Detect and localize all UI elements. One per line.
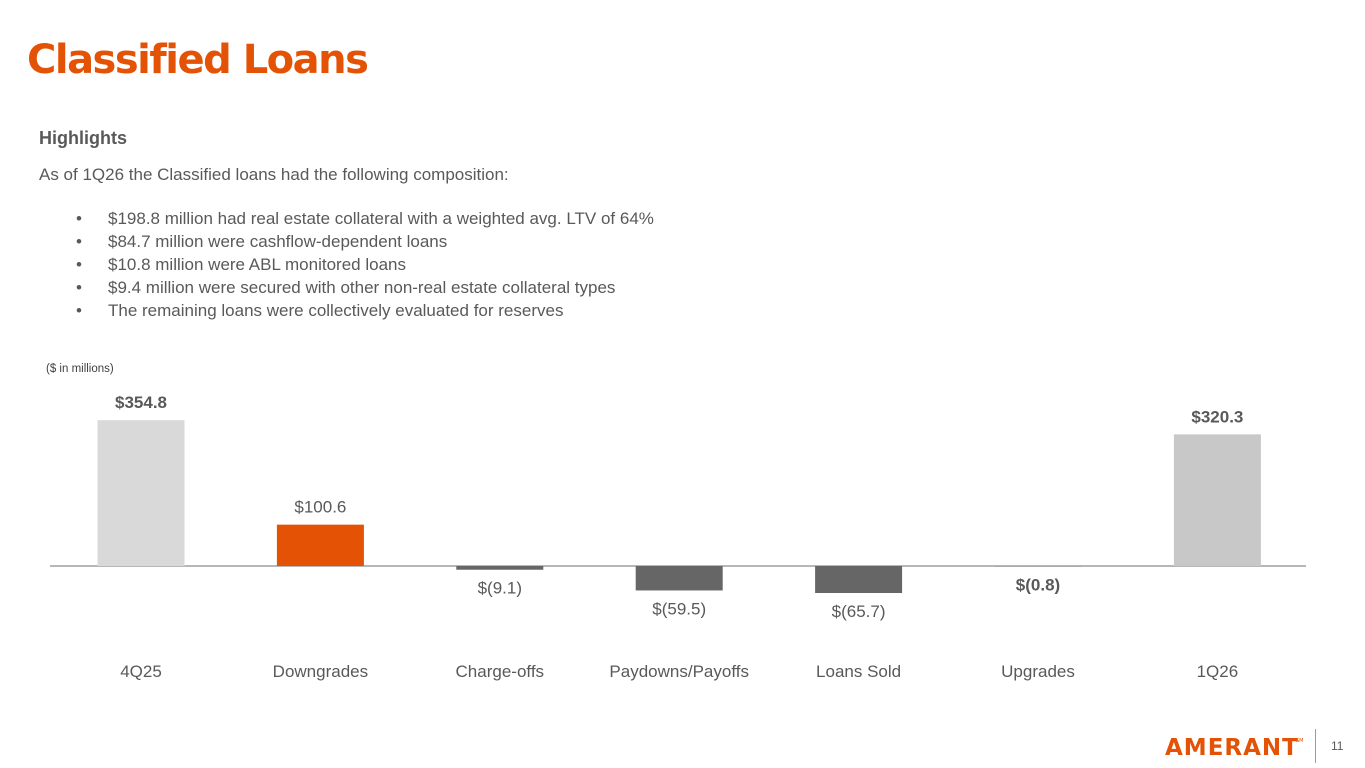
category-label: Downgrades <box>273 662 368 681</box>
data-label: $100.6 <box>294 498 346 517</box>
page-title: Classified Loans <box>27 37 369 83</box>
logo-wordmark: AMERANT <box>1165 735 1299 759</box>
bar-downgrades <box>276 524 364 566</box>
category-label: 4Q25 <box>120 662 162 681</box>
bullet-dot: • <box>76 301 82 320</box>
category-label: Loans Sold <box>816 662 901 681</box>
chart-units-note: ($ in millions) <box>46 363 114 375</box>
amerant-logo: AMERANT SM <box>1165 735 1304 759</box>
bullet-item: • $10.8 million were ABL monitored loans <box>39 253 654 276</box>
data-label: $320.3 <box>1191 407 1243 426</box>
category-label: Paydowns/Payoffs <box>609 662 749 681</box>
bullet-dot: • <box>76 232 82 251</box>
bullet-item: • $198.8 million had real estate collater… <box>39 207 654 230</box>
bullet-text: $84.7 million were cashflow-dependent lo… <box>108 232 448 251</box>
bullet-dot: • <box>76 255 82 274</box>
bullet-text: $9.4 million were secured with other non… <box>108 278 616 297</box>
data-label: $(59.5) <box>652 599 706 618</box>
page-number: 11 <box>1331 739 1344 753</box>
bullet-text: $10.8 million were ABL monitored loans <box>108 255 406 274</box>
bullet-item: • $84.7 million were cashflow-dependent l… <box>39 230 654 253</box>
data-label: $(9.1) <box>478 579 522 598</box>
data-label: $354.8 <box>115 393 167 412</box>
bar-paydowns-payoffs <box>635 566 723 591</box>
bar-1q26 <box>1173 434 1261 566</box>
bar-loans-sold <box>815 566 903 594</box>
category-label: Charge-offs <box>456 662 545 681</box>
highlights-heading: Highlights <box>39 128 127 148</box>
category-label: Upgrades <box>1001 662 1075 681</box>
waterfall-chart: $354.8 4Q25 $100.6 Downgrades $(9.1) Charge-o… <box>50 393 1306 681</box>
bullet-text: The remaining loans were collectively ev… <box>108 301 564 320</box>
category-label: 1Q26 <box>1197 662 1239 681</box>
data-label: $(65.7) <box>832 602 886 621</box>
bullet-dot: • <box>76 278 82 297</box>
footer-divider <box>1315 729 1316 763</box>
data-label: $(0.8) <box>1016 575 1060 594</box>
highlights-list: • $198.8 million had real estate collater… <box>39 207 654 322</box>
bullet-dot: • <box>76 209 82 228</box>
highlights-intro: As of 1Q26 the Classified loans had the … <box>39 165 509 184</box>
bullet-text: $198.8 million had real estate collatera… <box>108 209 654 228</box>
bar-charge-offs <box>456 566 544 570</box>
logo-trademark: SM <box>1296 738 1304 744</box>
bar-4q25 <box>97 420 185 566</box>
bullet-item: • The remaining loans were collectively e… <box>39 299 654 322</box>
bullet-item: • $9.4 million were secured with other no… <box>39 276 654 299</box>
